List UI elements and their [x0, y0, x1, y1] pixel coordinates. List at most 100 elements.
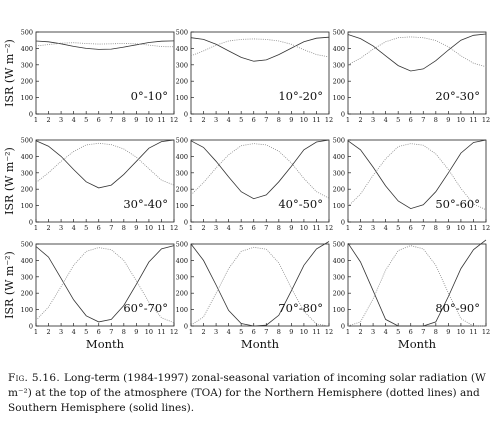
- y-tick-label: 200: [333, 290, 345, 298]
- x-tick-label: 12: [325, 328, 333, 336]
- y-tick-label: 0: [29, 111, 33, 119]
- x-tick-label: 2: [46, 116, 50, 124]
- panel-latitude-label: 80°-90°: [435, 301, 480, 315]
- northern-hemisphere-line: [190, 38, 330, 58]
- y-tick-label: 300: [333, 169, 345, 177]
- x-tick-label: 12: [482, 224, 490, 232]
- x-tick-label: 9: [289, 328, 293, 336]
- y-tick-label: 300: [333, 273, 345, 281]
- x-tick-label: 4: [227, 224, 231, 232]
- x-tick-label: 9: [446, 224, 450, 232]
- y-tick-label: 0: [184, 219, 188, 227]
- y-tick-label: 400: [333, 153, 345, 161]
- y-tick-label: 300: [21, 169, 33, 177]
- x-tick-label: 2: [46, 328, 50, 336]
- x-tick-label: 12: [482, 116, 490, 124]
- southern-hemisphere-line: [347, 33, 487, 72]
- x-tick-label: 4: [384, 224, 388, 232]
- x-tick-label: 2: [46, 224, 50, 232]
- x-tick-label: 1: [189, 328, 193, 336]
- x-tick-label: 10: [145, 328, 153, 336]
- y-axis-title: ISR (W m⁻²): [3, 147, 16, 215]
- y-tick-label: 500: [333, 29, 345, 37]
- x-tick-label: 8: [122, 328, 126, 336]
- x-tick-label: 11: [157, 328, 165, 336]
- x-tick-label: 8: [122, 116, 126, 124]
- y-tick-label: 0: [341, 219, 345, 227]
- northern-hemisphere-line: [35, 247, 175, 324]
- x-tick-label: 4: [72, 224, 76, 232]
- panel-latitude-label: 20°-30°: [435, 89, 480, 103]
- northern-hemisphere-line: [347, 245, 486, 327]
- x-tick-label: 10: [300, 328, 308, 336]
- x-tick-label: 8: [122, 224, 126, 232]
- x-tick-label: 9: [134, 328, 138, 336]
- x-tick-label: 7: [264, 224, 268, 232]
- x-tick-label: 8: [434, 116, 438, 124]
- panel-latitude-label: 10°-20°: [278, 89, 323, 103]
- y-tick-label: 100: [333, 94, 345, 102]
- x-tick-label: 6: [252, 328, 256, 336]
- southern-hemisphere-line: [35, 245, 175, 323]
- y-tick-label: 300: [21, 61, 33, 69]
- y-tick-label: 100: [333, 202, 345, 210]
- x-tick-label: 3: [371, 328, 375, 336]
- y-tick-label: 0: [341, 323, 345, 331]
- y-tick-label: 100: [21, 306, 33, 314]
- x-tick-label: 1: [346, 116, 350, 124]
- x-tick-label: 5: [396, 328, 400, 336]
- northern-hemisphere-line: [35, 42, 175, 48]
- panel-latitude-label: 40°-50°: [278, 197, 323, 211]
- y-tick-label: 200: [176, 78, 188, 86]
- x-tick-label: 4: [384, 116, 388, 124]
- x-tick-label: 3: [214, 224, 218, 232]
- x-tick-label: 11: [157, 116, 165, 124]
- y-tick-label: 100: [21, 202, 33, 210]
- x-tick-label: 7: [109, 328, 113, 336]
- y-tick-label: 500: [176, 29, 188, 37]
- x-tick-label: 10: [145, 116, 153, 124]
- x-tick-label: 8: [434, 328, 438, 336]
- x-tick-label: 7: [264, 116, 268, 124]
- y-tick-label: 500: [176, 241, 188, 249]
- x-tick-label: 11: [312, 116, 320, 124]
- y-tick-label: 0: [29, 219, 33, 227]
- x-tick-label: 11: [312, 224, 320, 232]
- figure-label: Fig. 5.16.: [8, 372, 61, 384]
- x-tick-label: 9: [134, 224, 138, 232]
- x-tick-label: 3: [59, 224, 63, 232]
- x-tick-label: 2: [358, 328, 362, 336]
- x-tick-label: 8: [277, 116, 281, 124]
- x-tick-label: 9: [289, 224, 293, 232]
- y-tick-label: 400: [333, 45, 345, 53]
- x-tick-label: 1: [189, 116, 193, 124]
- x-axis-title: Month: [241, 337, 280, 351]
- x-tick-label: 6: [409, 116, 413, 124]
- y-tick-label: 400: [21, 153, 33, 161]
- x-tick-label: 12: [170, 328, 178, 336]
- southern-hemisphere-line: [190, 241, 330, 327]
- x-tick-label: 10: [300, 116, 308, 124]
- y-axis-title: ISR (W m⁻²): [3, 251, 16, 319]
- y-tick-label: 200: [21, 290, 33, 298]
- plot-frame: [35, 139, 175, 223]
- x-tick-label: 3: [371, 116, 375, 124]
- x-tick-label: 7: [109, 224, 113, 232]
- northern-hemisphere-line: [190, 246, 330, 327]
- x-tick-label: 1: [346, 224, 350, 232]
- x-tick-label: 12: [325, 224, 333, 232]
- northern-hemisphere-line: [35, 142, 175, 186]
- panel-latitude-label: 50°-60°: [435, 197, 480, 211]
- y-tick-label: 0: [184, 323, 188, 331]
- y-tick-label: 400: [176, 153, 188, 161]
- y-tick-label: 0: [341, 111, 345, 119]
- y-tick-label: 100: [176, 202, 188, 210]
- x-tick-label: 11: [469, 328, 477, 336]
- southern-hemisphere-line: [347, 239, 487, 327]
- y-tick-label: 100: [21, 94, 33, 102]
- x-tick-label: 4: [227, 116, 231, 124]
